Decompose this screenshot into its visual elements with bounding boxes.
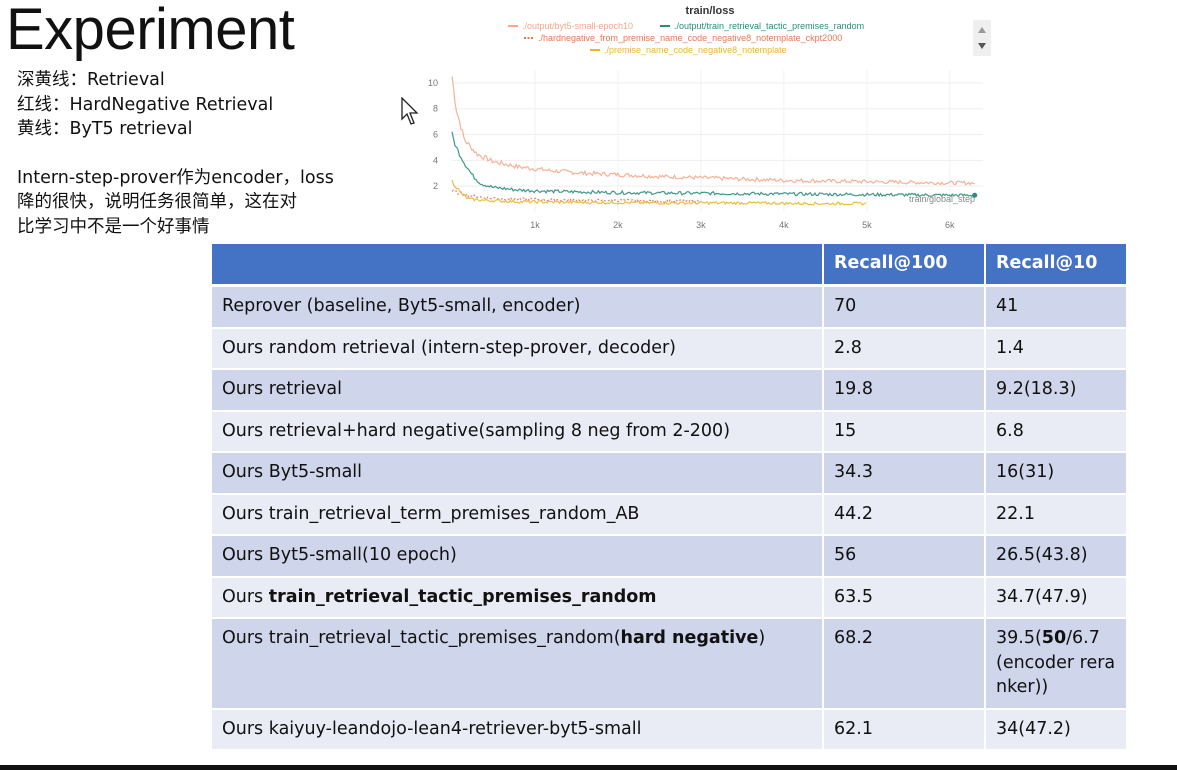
table-row: Ours Byt5-small 34.3 16(31) bbox=[212, 453, 1126, 495]
recall10-cell: 41 bbox=[986, 287, 1126, 329]
series-end-marker bbox=[972, 192, 978, 198]
header-recall100: Recall@100 bbox=[824, 244, 986, 287]
table-row: Ours train_retrieval_tactic_premises_ran… bbox=[212, 577, 1126, 619]
recall10-cell: 34(47.2) bbox=[986, 709, 1126, 751]
y-tick-label: 4 bbox=[433, 155, 438, 165]
method-bold-text: hard negative bbox=[620, 628, 759, 648]
y-tick-label: 2 bbox=[433, 181, 438, 191]
method-cell: Ours retrieval+hard negative(sampling 8 … bbox=[212, 411, 824, 453]
method-cell: Ours retrieval bbox=[212, 370, 824, 412]
recall10-text: /6.7(encoder reranker)) bbox=[996, 628, 1116, 697]
recall10-text: 39.5( bbox=[996, 628, 1042, 648]
legend-label: ./output/byt5-small-epoch10 bbox=[522, 21, 633, 31]
recall100-cell: 70 bbox=[824, 287, 986, 329]
legend-scroll-control[interactable] bbox=[973, 20, 991, 56]
recall10-cell: 22.1 bbox=[986, 494, 1126, 536]
notes-text-box: 深黄线：Retrieval 红线：HardNegative Retrieval … bbox=[17, 68, 362, 239]
series-line-3 bbox=[451, 179, 867, 206]
legend-label: ./hardnegative_from_premise_name_code_ne… bbox=[538, 33, 842, 43]
y-tick-label: 8 bbox=[433, 104, 438, 114]
recall100-cell: 34.3 bbox=[824, 453, 986, 495]
header-method bbox=[212, 244, 824, 287]
method-cell: Ours Byt5-small bbox=[212, 453, 824, 495]
series-line-0 bbox=[451, 76, 975, 186]
table-row: Ours train_retrieval_tactic_premises_ran… bbox=[212, 619, 1126, 710]
recall10-cell: 6.8 bbox=[986, 411, 1126, 453]
recall10-cell: 9.2(18.3) bbox=[986, 370, 1126, 412]
table-row: Reprover (baseline, Byt5-small, encoder)… bbox=[212, 287, 1126, 329]
table-header-row: Recall@100 Recall@10 bbox=[212, 244, 1126, 287]
method-cell: Ours train_retrieval_term_premises_rando… bbox=[212, 494, 824, 536]
table-row: Ours retrieval+hard negative(sampling 8 … bbox=[212, 411, 1126, 453]
recall100-cell: 62.1 bbox=[824, 709, 986, 751]
recall10-cell: 16(31) bbox=[986, 453, 1126, 495]
legend-note-retrieval: 深黄线：Retrieval bbox=[17, 70, 165, 90]
table-row: Ours kaiyuy-leandojo-lean4-retriever-byt… bbox=[212, 709, 1126, 751]
method-cell: Ours train_retrieval_tactic_premises_ran… bbox=[212, 619, 824, 710]
x-tick-label: 5k bbox=[862, 220, 872, 230]
bottom-border bbox=[0, 765, 1177, 770]
loss-chart-panel: train/loss ./output/byt5-small-epoch10 ./… bbox=[418, 0, 993, 240]
method-cell: Reprover (baseline, Byt5-small, encoder) bbox=[212, 287, 824, 329]
x-tick-label: 4k bbox=[779, 220, 789, 230]
scroll-down-icon[interactable] bbox=[978, 43, 986, 49]
comment-line: 比学习中不是一个好事情 bbox=[17, 216, 210, 237]
method-cell: Ours Byt5-small(10 epoch) bbox=[212, 536, 824, 578]
table-row: Ours train_retrieval_term_premises_rando… bbox=[212, 494, 1126, 536]
recall10-bold-text: 50 bbox=[1041, 628, 1067, 648]
legend-note-hardnegative: 红线：HardNegative Retrieval bbox=[17, 94, 274, 115]
x-axis-label: train/global_step bbox=[909, 194, 975, 204]
series-line-1 bbox=[451, 131, 975, 198]
method-text: Ours bbox=[222, 586, 269, 607]
legend-label: ./premise_name_code_negative8_notemplate bbox=[604, 45, 787, 55]
loss-chart: train/loss ./output/byt5-small-epoch10 ./… bbox=[428, 5, 983, 230]
recall100-cell: 19.8 bbox=[824, 370, 986, 412]
comment-paragraph: Intern-step-prover作为encoder，loss 降的很快，说明… bbox=[17, 166, 362, 240]
y-tick-label: 6 bbox=[433, 130, 438, 140]
method-cell: Ours kaiyuy-leandojo-lean4-retriever-byt… bbox=[212, 709, 824, 751]
legend-note-byt5: 黄线：ByT5 retrieval bbox=[17, 119, 193, 139]
results-table: Recall@100 Recall@10 Reprover (baseline,… bbox=[212, 244, 1126, 751]
recall10-cell: 1.4 bbox=[986, 328, 1126, 370]
legend-label: ./output/train_retrieval_tactic_premises… bbox=[674, 21, 864, 31]
comment-line: 降的很快，说明任务很简单，这在对 bbox=[17, 192, 297, 212]
recall100-cell: 44.2 bbox=[824, 494, 986, 536]
recall10-cell: 34.7(47.9) bbox=[986, 577, 1126, 619]
recall100-cell: 68.2 bbox=[824, 619, 986, 710]
method-bold-text: train_retrieval_tactic_premises_random bbox=[268, 586, 657, 607]
mouse-pointer-icon bbox=[401, 97, 419, 125]
table-row: Ours random retrieval (intern-step-prove… bbox=[212, 328, 1126, 370]
x-tick-label: 2k bbox=[613, 220, 623, 230]
comment-line: Intern-step-prover作为encoder，loss bbox=[17, 167, 334, 188]
recall100-cell: 15 bbox=[824, 411, 986, 453]
x-tick-label: 6k bbox=[945, 220, 955, 230]
chart-title: train/loss bbox=[686, 5, 735, 17]
x-tick-label: 1k bbox=[530, 220, 540, 230]
recall100-cell: 2.8 bbox=[824, 328, 986, 370]
slide-title: Experiment bbox=[6, 0, 295, 62]
recall10-cell: 26.5(43.8) bbox=[986, 536, 1126, 578]
table-row: Ours retrieval 19.8 9.2(18.3) bbox=[212, 370, 1126, 412]
table-row: Ours Byt5-small(10 epoch) 56 26.5(43.8) bbox=[212, 536, 1126, 578]
x-tick-label: 3k bbox=[696, 220, 706, 230]
method-cell: Ours random retrieval (intern-step-prove… bbox=[212, 328, 824, 370]
y-tick-label: 10 bbox=[428, 78, 438, 88]
recall100-cell: 63.5 bbox=[824, 577, 986, 619]
scroll-up-icon[interactable] bbox=[978, 27, 986, 33]
recall10-cell: 39.5(50/6.7(encoder reranker)) bbox=[986, 619, 1126, 710]
method-cell: Ours train_retrieval_tactic_premises_ran… bbox=[212, 577, 824, 619]
method-text: ) bbox=[758, 628, 766, 648]
method-text: Ours train_retrieval_tactic_premises_ran… bbox=[222, 628, 621, 648]
header-recall10: Recall@10 bbox=[986, 244, 1126, 287]
recall100-cell: 56 bbox=[824, 536, 986, 578]
